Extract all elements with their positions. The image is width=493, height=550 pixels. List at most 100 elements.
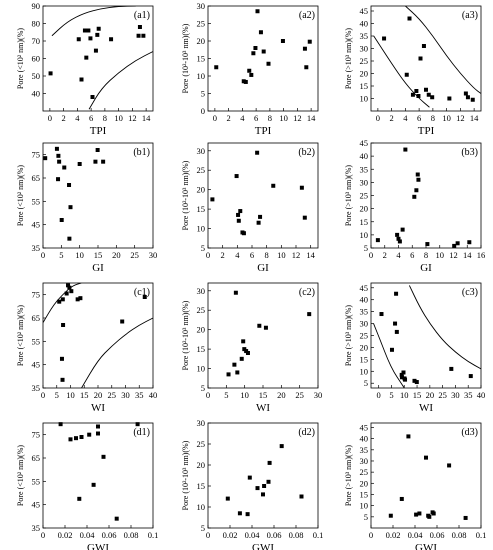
data-point bbox=[258, 30, 263, 35]
y-tick-label: 35 bbox=[32, 243, 41, 253]
envelope-curve bbox=[405, 6, 481, 94]
y-tick-label: 30 bbox=[360, 456, 369, 466]
data-point bbox=[396, 236, 401, 241]
x-tick-label: 0 bbox=[48, 113, 52, 123]
x-tick-label: 0.04 bbox=[408, 530, 424, 540]
y-tick-label: 40 bbox=[32, 89, 41, 99]
x-tick-label: 0.04 bbox=[80, 530, 96, 540]
data-point bbox=[262, 484, 267, 488]
x-tick-label: 0.02 bbox=[58, 530, 73, 540]
envelope-curve bbox=[81, 317, 153, 388]
y-tick-label: 35 bbox=[360, 31, 369, 41]
x-tick-label: 0 bbox=[41, 250, 45, 260]
panel-label: (b3) bbox=[461, 147, 478, 158]
data-point bbox=[406, 434, 411, 439]
data-point bbox=[60, 377, 65, 382]
data-point bbox=[421, 44, 426, 48]
x-tick-label: 5 bbox=[389, 390, 393, 400]
x-tick-label: 2 bbox=[227, 113, 231, 123]
x-tick-label: 0.04 bbox=[245, 530, 261, 540]
data-point bbox=[414, 380, 419, 385]
data-point bbox=[412, 194, 417, 199]
data-point bbox=[91, 482, 96, 487]
data-point bbox=[249, 72, 254, 77]
y-tick-label: 50 bbox=[32, 71, 41, 81]
data-point bbox=[465, 95, 470, 100]
x-tick-label: 12 bbox=[292, 250, 301, 260]
data-point bbox=[241, 339, 246, 344]
data-point bbox=[233, 290, 238, 295]
x-tick-label: 12 bbox=[449, 250, 458, 260]
plot-frame bbox=[370, 422, 482, 529]
x-tick-label: 10 bbox=[279, 113, 288, 123]
data-point bbox=[452, 243, 457, 248]
data-point bbox=[258, 214, 263, 219]
data-point bbox=[412, 378, 417, 383]
panel-label: (b2) bbox=[298, 147, 315, 158]
y-tick-label: 20 bbox=[197, 185, 206, 195]
data-point bbox=[379, 312, 384, 317]
panel-label: (c3) bbox=[462, 287, 478, 298]
y-tick-label: 15 bbox=[360, 81, 369, 91]
data-point bbox=[67, 285, 72, 290]
y-tick-label: 25 bbox=[197, 305, 206, 315]
y-tick-label: 70 bbox=[32, 36, 41, 46]
data-point bbox=[302, 46, 307, 51]
data-point bbox=[82, 28, 87, 33]
y-axis-label: Pore (>10³ nm)(%) bbox=[344, 305, 353, 366]
y-tick-label: 75 bbox=[32, 150, 41, 160]
plot-frame bbox=[207, 422, 319, 529]
panel-label: (b1) bbox=[133, 147, 150, 158]
data-point bbox=[210, 197, 215, 202]
data-point bbox=[235, 370, 240, 375]
y-tick-label: 65 bbox=[32, 313, 41, 323]
x-tick-label: 10 bbox=[75, 250, 84, 260]
y-tick-label: 45 bbox=[360, 422, 369, 432]
x-tick-label: 40 bbox=[149, 390, 158, 400]
data-point bbox=[266, 479, 271, 484]
data-point bbox=[234, 174, 239, 179]
data-point bbox=[76, 37, 81, 42]
data-point bbox=[241, 79, 246, 84]
y-tick-label: 10 bbox=[360, 501, 369, 511]
x-tick-label: 0.06 bbox=[267, 530, 282, 540]
y-tick-label: 15 bbox=[197, 204, 206, 214]
data-point bbox=[415, 172, 420, 177]
x-tick-label: 10 bbox=[400, 390, 409, 400]
data-point bbox=[48, 71, 53, 76]
data-point bbox=[416, 177, 421, 182]
y-tick-label: 10 bbox=[360, 94, 369, 104]
x-tick-label: 6 bbox=[410, 250, 414, 260]
y-tick-label: 15 bbox=[197, 54, 206, 64]
y-axis-label: Pore (10²-10³ nm)(%) bbox=[181, 160, 190, 230]
x-tick-label: 8 bbox=[424, 250, 428, 260]
data-point bbox=[61, 323, 66, 327]
y-tick-label: 30 bbox=[197, 146, 206, 156]
x-tick-label: 8 bbox=[431, 113, 435, 123]
data-point bbox=[255, 150, 260, 155]
y-tick-label: 35 bbox=[360, 164, 369, 174]
y-axis-label: Pore (>10³ nm)(%) bbox=[344, 165, 353, 226]
x-tick-label: 8 bbox=[265, 250, 269, 260]
panel-label: (c1) bbox=[134, 287, 150, 298]
y-tick-label: 10 bbox=[197, 364, 206, 374]
x-tick-label: 10 bbox=[240, 390, 249, 400]
x-tick-label: 25 bbox=[108, 390, 117, 400]
data-point bbox=[430, 95, 435, 100]
x-tick-label: 8 bbox=[268, 113, 272, 123]
data-point bbox=[90, 95, 95, 99]
data-point bbox=[401, 370, 406, 375]
y-tick-label: 35 bbox=[360, 307, 369, 317]
x-axis-label: TPI bbox=[90, 125, 107, 137]
data-point bbox=[470, 97, 475, 102]
x-tick-label: 0 bbox=[369, 530, 373, 540]
x-axis-label: GI bbox=[420, 262, 432, 274]
envelope-curve bbox=[408, 285, 481, 370]
data-point bbox=[266, 61, 271, 66]
data-point bbox=[394, 291, 399, 296]
y-tick-label: 90 bbox=[32, 1, 41, 11]
data-point bbox=[375, 238, 380, 243]
plot-frame bbox=[207, 142, 319, 249]
plot-frame bbox=[42, 142, 154, 249]
